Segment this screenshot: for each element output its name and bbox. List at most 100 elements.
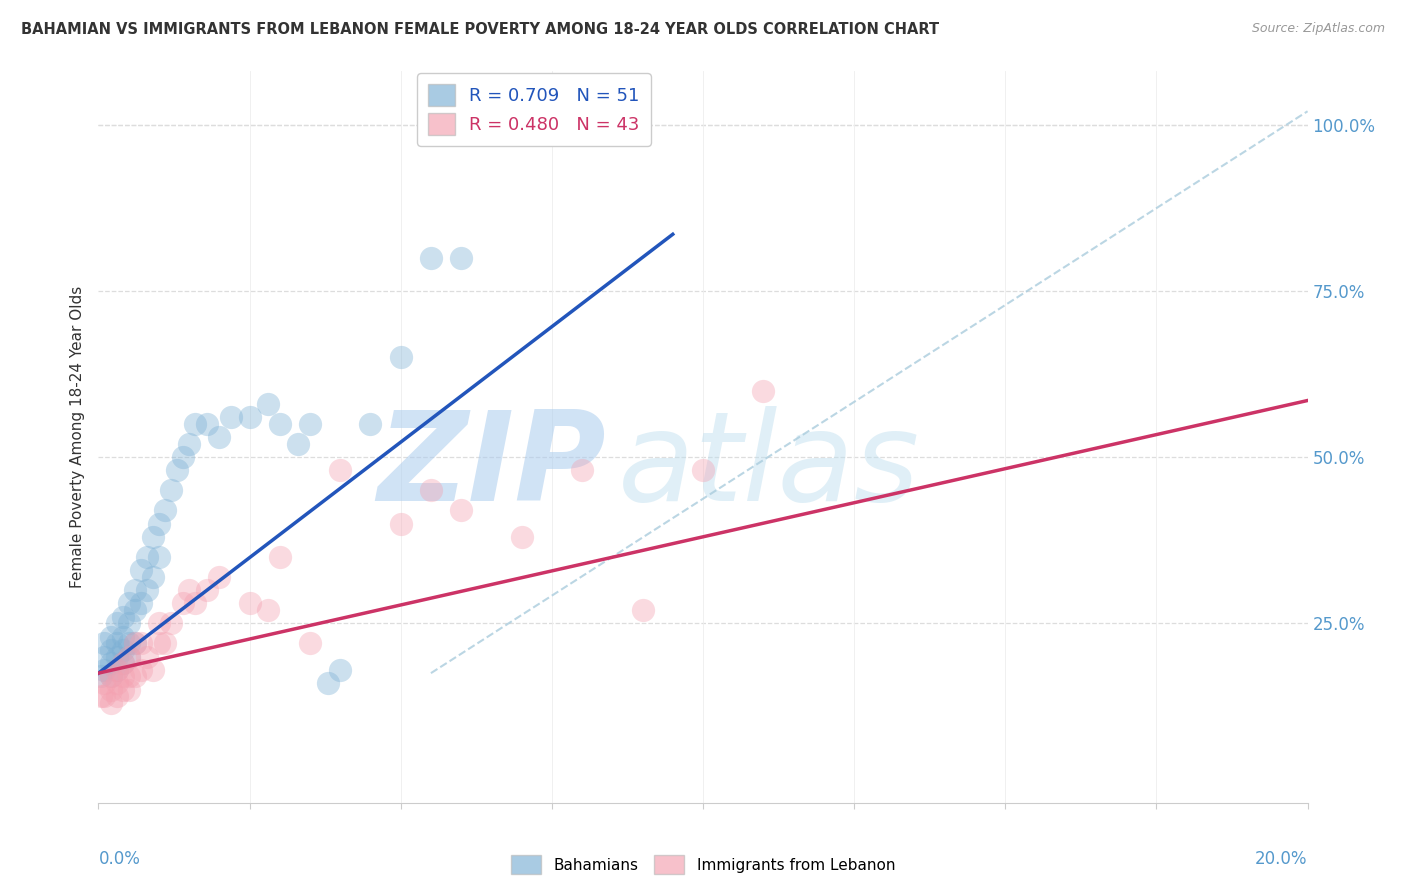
Text: ZIP: ZIP xyxy=(378,406,606,527)
Point xyxy=(105,676,128,690)
Point xyxy=(129,636,152,650)
Point xyxy=(329,463,352,477)
Legend: Bahamians, Immigrants from Lebanon: Bahamians, Immigrants from Lebanon xyxy=(505,849,901,880)
Point xyxy=(148,616,170,631)
Point xyxy=(269,549,291,564)
Point xyxy=(389,351,412,365)
Point xyxy=(135,582,157,597)
Point xyxy=(118,636,141,650)
Point xyxy=(105,690,128,704)
Point xyxy=(172,596,194,610)
Point xyxy=(124,582,146,597)
Point xyxy=(129,563,152,577)
Point xyxy=(208,430,231,444)
Point xyxy=(100,643,122,657)
Text: atlas: atlas xyxy=(619,406,921,527)
Point xyxy=(510,530,533,544)
Point xyxy=(256,397,278,411)
Point xyxy=(118,616,141,631)
Point xyxy=(179,436,201,450)
Point xyxy=(105,616,128,631)
Point xyxy=(360,417,382,431)
Point xyxy=(118,649,141,664)
Point xyxy=(124,669,146,683)
Point xyxy=(105,649,128,664)
Point xyxy=(269,417,291,431)
Point xyxy=(184,596,207,610)
Point xyxy=(111,630,134,644)
Point xyxy=(752,384,775,398)
Point xyxy=(93,636,115,650)
Point xyxy=(316,676,339,690)
Point xyxy=(105,663,128,677)
Text: 20.0%: 20.0% xyxy=(1256,850,1308,868)
Point xyxy=(153,636,176,650)
Point xyxy=(118,682,141,697)
Point xyxy=(118,669,141,683)
Point xyxy=(135,649,157,664)
Point xyxy=(93,649,115,664)
Point xyxy=(287,436,309,450)
Point xyxy=(153,503,176,517)
Point xyxy=(329,663,352,677)
Point xyxy=(450,251,472,265)
Point xyxy=(111,643,134,657)
Point xyxy=(142,570,165,584)
Point xyxy=(299,417,322,431)
Point xyxy=(111,656,134,670)
Point xyxy=(129,663,152,677)
Point xyxy=(111,682,134,697)
Point xyxy=(124,636,146,650)
Point xyxy=(389,516,412,531)
Point xyxy=(239,410,262,425)
Point xyxy=(118,596,141,610)
Point xyxy=(111,656,134,670)
Point xyxy=(631,603,654,617)
Point xyxy=(692,463,714,477)
Point xyxy=(450,503,472,517)
Point xyxy=(111,609,134,624)
Point xyxy=(256,603,278,617)
Y-axis label: Female Poverty Among 18-24 Year Olds: Female Poverty Among 18-24 Year Olds xyxy=(69,286,84,588)
Point xyxy=(100,669,122,683)
Point xyxy=(142,663,165,677)
Point xyxy=(105,636,128,650)
Point xyxy=(90,669,112,683)
Point xyxy=(93,690,115,704)
Point xyxy=(100,682,122,697)
Point xyxy=(148,516,170,531)
Point xyxy=(100,656,122,670)
Point xyxy=(179,582,201,597)
Legend: R = 0.709   N = 51, R = 0.480   N = 43: R = 0.709 N = 51, R = 0.480 N = 43 xyxy=(418,73,651,146)
Point xyxy=(166,463,188,477)
Point xyxy=(100,696,122,710)
Point xyxy=(160,616,183,631)
Point xyxy=(420,483,443,498)
Point xyxy=(142,530,165,544)
Point xyxy=(100,630,122,644)
Point xyxy=(124,603,146,617)
Point xyxy=(135,549,157,564)
Point xyxy=(184,417,207,431)
Point xyxy=(93,663,115,677)
Point xyxy=(129,596,152,610)
Point xyxy=(160,483,183,498)
Point xyxy=(208,570,231,584)
Point xyxy=(172,450,194,464)
Point xyxy=(124,636,146,650)
Text: Source: ZipAtlas.com: Source: ZipAtlas.com xyxy=(1251,22,1385,36)
Point xyxy=(105,663,128,677)
Point xyxy=(571,463,593,477)
Point xyxy=(111,669,134,683)
Point xyxy=(90,690,112,704)
Point xyxy=(195,417,218,431)
Point xyxy=(148,636,170,650)
Point xyxy=(195,582,218,597)
Point xyxy=(100,669,122,683)
Point xyxy=(118,649,141,664)
Text: 0.0%: 0.0% xyxy=(98,850,141,868)
Point xyxy=(221,410,243,425)
Point xyxy=(420,251,443,265)
Point xyxy=(93,676,115,690)
Point xyxy=(148,549,170,564)
